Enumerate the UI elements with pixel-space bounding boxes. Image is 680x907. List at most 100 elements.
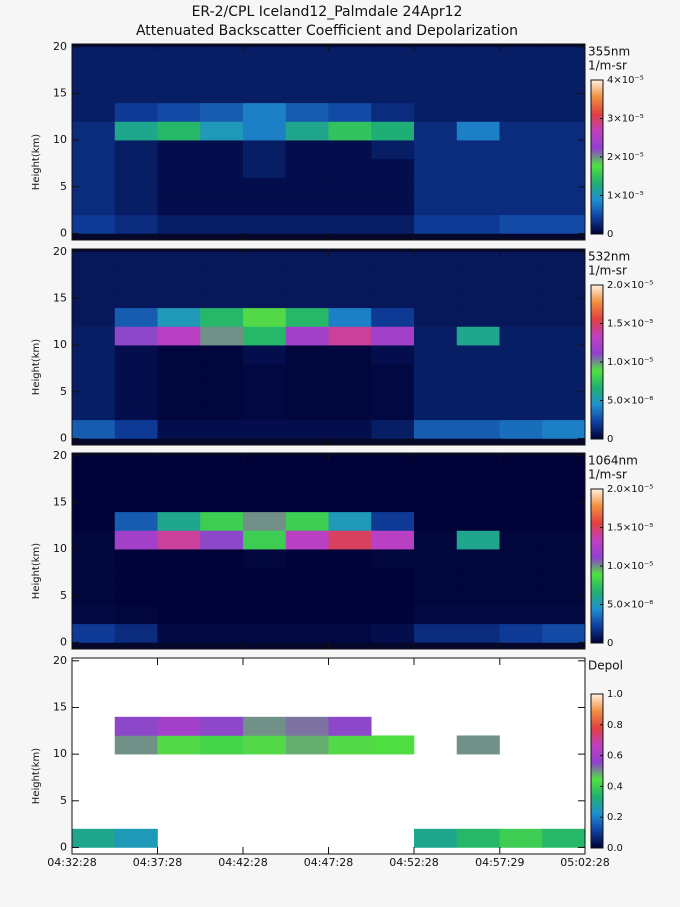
y-tick-label: 20 [53,40,67,53]
heatmap-cell [371,474,415,494]
heatmap-cell [456,735,500,755]
heatmap-cell [456,493,500,513]
heatmap-cell [285,623,329,643]
heatmap-cell [414,623,458,643]
heatmap-cell [72,121,116,141]
heatmap-cell [157,419,201,439]
heatmap-cell [328,474,372,494]
heatmap-cell [114,158,158,178]
heatmap-cell [328,326,372,346]
heatmap-cell [414,289,458,309]
heatmap-cell [72,65,116,85]
heatmap-cell [328,623,372,643]
heatmap-cell [456,474,500,494]
y-tick-label: 10 [53,338,67,351]
heatmap-cell [200,623,244,643]
heatmap-cell [328,84,372,104]
heatmap-cell [243,251,287,271]
heatmap-cell [328,511,372,531]
heatmap-cell [328,158,372,178]
heatmap-cell [499,65,543,85]
heatmap-cell [371,177,415,197]
heatmap-cell [200,549,244,569]
heatmap-cell [157,567,201,587]
heatmap-cell [328,65,372,85]
heatmap-cell [542,401,586,421]
heatmap-cell [114,46,158,66]
heatmap-cell [285,84,329,104]
colorbar-tick-label: 3×10⁻⁵ [607,114,644,125]
heatmap-cell [285,401,329,421]
heatmap-cell [200,345,244,365]
heatmap-cell [456,214,500,234]
heatmap-cell [414,214,458,234]
heatmap-cell [414,455,458,475]
heatmap-cell [499,605,543,625]
heatmap-cell [285,177,329,197]
colorbar-title: 532nm [588,250,630,264]
heatmap-cell [114,382,158,402]
heatmap-cell [243,140,287,160]
heatmap-cell [243,46,287,66]
heatmap-cell [456,65,500,85]
heatmap-cell [114,493,158,513]
heatmap-cell [456,158,500,178]
heatmap-cell [499,121,543,141]
heatmap-cell [200,307,244,327]
heatmap-cell [157,623,201,643]
y-tick-label: 10 [53,133,67,146]
heatmap-cell [499,84,543,104]
heatmap-cell [157,307,201,327]
colorbar-tick-label: 0 [607,638,613,649]
heatmap-cell [157,177,201,197]
y-tick-label: 15 [53,291,67,304]
heatmap-cell [542,84,586,104]
heatmap-cell [200,605,244,625]
heatmap-cell [414,567,458,587]
heatmap-cell [200,474,244,494]
heatmap-cell [542,455,586,475]
heatmap-cell [243,65,287,85]
heatmap-cell [542,251,586,271]
heatmap-cell [328,289,372,309]
heatmap-cell [499,102,543,122]
x-tick-label: 04:47:28 [304,856,353,869]
colorbar-tick-label: 5.0×10⁻⁶ [607,600,653,611]
y-tick-label: 0 [60,226,67,239]
heatmap-cell [456,530,500,550]
colorbar-title: 1064nm [588,454,638,468]
heatmap-cell [200,140,244,160]
heatmap-cell [456,102,500,122]
heatmap-cell [456,307,500,327]
heatmap-cell [285,326,329,346]
heatmap-cell [499,363,543,383]
heatmap-cell [114,511,158,531]
colorbar [590,693,604,849]
heatmap-cell [114,623,158,643]
heatmap-cell [414,586,458,606]
heatmap-cell [371,530,415,550]
heatmap-cell [285,65,329,85]
heatmap-cell [499,140,543,160]
heatmap-cell [157,474,201,494]
heatmap-cell [542,121,586,141]
chart-subtitle: Attenuated Backscatter Coefficient and D… [136,23,518,39]
heatmap-cell [328,382,372,402]
heatmap-cell [114,474,158,494]
heatmap-cell [200,493,244,513]
heatmap-cell [499,307,543,327]
heatmap-cell [72,177,116,197]
heatmap-cell [243,605,287,625]
colorbar-tick-label: 2×10⁻⁵ [607,152,644,163]
heatmap-cell [371,214,415,234]
heatmap-cell [114,605,158,625]
x-tick-label: 04:42:28 [218,856,267,869]
heatmap-cell [200,511,244,531]
heatmap-cell [114,140,158,160]
heatmap-cell [542,828,586,848]
heatmap-cell [499,196,543,216]
heatmap-cell [371,140,415,160]
heatmap-cell [456,455,500,475]
heatmap-cell [72,567,116,587]
heatmap-cell [499,493,543,513]
